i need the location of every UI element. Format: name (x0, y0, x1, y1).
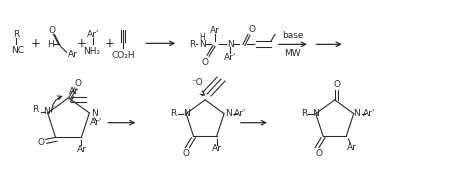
Text: O: O (37, 138, 44, 147)
Text: O: O (333, 80, 340, 89)
Text: +: + (76, 37, 86, 50)
Text: N: N (43, 107, 50, 116)
Text: NH₂: NH₂ (83, 47, 100, 56)
Text: R: R (33, 106, 39, 115)
Text: CO₂H: CO₂H (111, 51, 135, 60)
Text: Ar: Ar (76, 145, 86, 154)
Text: +: + (31, 37, 41, 50)
Text: Ar: Ar (346, 143, 356, 152)
Text: Ar: Ar (210, 26, 220, 35)
Text: +: + (104, 37, 114, 50)
Text: O: O (183, 149, 190, 158)
Text: N: N (199, 40, 205, 49)
Text: R: R (170, 109, 176, 118)
FancyArrowPatch shape (200, 91, 204, 96)
Text: N: N (312, 109, 319, 118)
Text: ⁻O: ⁻O (191, 78, 203, 87)
Text: O: O (248, 25, 255, 34)
Text: O: O (201, 58, 209, 67)
Text: N: N (225, 109, 231, 118)
Text: Ar': Ar' (363, 109, 375, 118)
Text: H: H (47, 40, 54, 49)
Text: R: R (301, 109, 307, 118)
Text: O: O (48, 26, 55, 35)
Text: N: N (353, 109, 360, 118)
Text: R: R (13, 30, 19, 39)
Text: O: O (75, 79, 82, 88)
Text: N: N (183, 109, 190, 118)
Text: R: R (189, 40, 195, 49)
Text: Ar': Ar' (224, 53, 236, 62)
Text: N: N (91, 109, 98, 118)
Text: Ar: Ar (69, 87, 78, 96)
Text: H: H (199, 33, 205, 42)
Text: N: N (227, 40, 233, 49)
Text: ⁻: ⁻ (51, 104, 55, 113)
Text: Ar': Ar' (234, 109, 246, 118)
Text: Ar: Ar (212, 144, 222, 153)
Text: Ar': Ar' (87, 30, 100, 39)
Text: Ar': Ar' (90, 118, 102, 127)
Text: Ar: Ar (68, 50, 77, 59)
Text: NC: NC (11, 46, 24, 55)
Text: MW: MW (284, 49, 301, 58)
Text: base: base (282, 31, 303, 40)
FancyArrowPatch shape (52, 96, 62, 112)
Text: O: O (316, 149, 322, 158)
